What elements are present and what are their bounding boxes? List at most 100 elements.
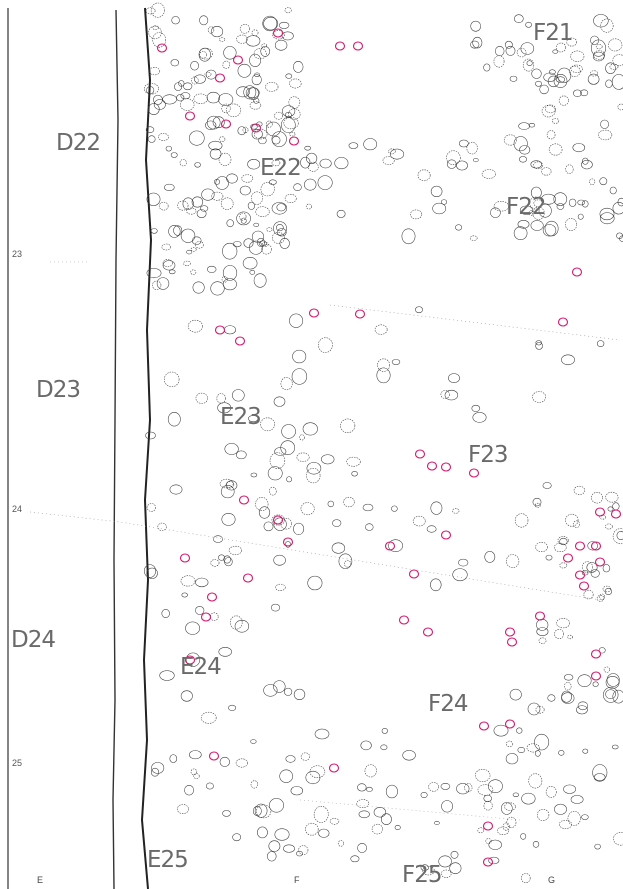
feature-outline [152, 32, 166, 48]
feature-outline [274, 447, 287, 456]
feature-outline [596, 340, 605, 347]
feature-outline [243, 85, 257, 100]
feature-outline [581, 200, 589, 208]
feature-outline [568, 65, 581, 77]
feature-outline [191, 236, 202, 245]
feature-outline [305, 203, 313, 210]
feature-outline [249, 269, 256, 275]
feature-outline [338, 840, 344, 847]
feature-outline [146, 268, 162, 279]
feature-outline [377, 358, 390, 372]
feature-outline [265, 82, 279, 92]
feature-outline [143, 83, 159, 95]
feature-outline [198, 47, 211, 62]
feature-outline [592, 51, 605, 62]
highlighted-feature [578, 581, 590, 591]
feature-outline [290, 786, 303, 796]
feature-outline [247, 87, 259, 100]
feature-outline [605, 676, 620, 689]
feature-outline [232, 833, 242, 842]
feature-outline [242, 257, 258, 270]
feature-outline [547, 694, 556, 702]
highlighted-feature [238, 495, 250, 505]
feature-outline [206, 782, 214, 790]
feature-outline [573, 485, 586, 495]
feature-outline [300, 752, 310, 761]
grid-label-d23: D23 [36, 377, 81, 403]
feature-outline [360, 740, 372, 751]
feature-outline [502, 822, 510, 831]
feature-outline [555, 76, 566, 83]
feature-outline [261, 43, 268, 49]
feature-outline [456, 783, 470, 795]
feature-outline [220, 485, 235, 499]
grid-label-e23: E23 [220, 404, 262, 430]
feature-outline [234, 619, 250, 633]
feature-outline [535, 340, 542, 346]
feature-outline [356, 799, 370, 808]
feature-outline [590, 35, 600, 45]
feature-outline [200, 205, 209, 212]
feature-outline [221, 276, 228, 283]
feature-outline [300, 502, 315, 516]
feature-outline [530, 186, 542, 199]
feature-outline [251, 129, 263, 140]
feature-outline [516, 47, 527, 58]
grid-label-f21: F21 [533, 20, 573, 46]
feature-outline [366, 786, 373, 792]
feature-outline [243, 238, 254, 248]
feature-outline [513, 136, 528, 152]
feature-outline [381, 813, 392, 825]
feature-outline [249, 101, 262, 110]
feature-outline [218, 554, 225, 561]
feature-outline [381, 728, 388, 734]
feature-outline [174, 82, 183, 91]
feature-outline [389, 148, 405, 160]
feature-outline [240, 217, 247, 224]
feature-outline [563, 674, 574, 681]
feature-outline [280, 518, 292, 530]
feature-outline [145, 7, 156, 15]
highlighted-feature [328, 763, 340, 773]
feature-outline [440, 390, 450, 399]
feature-outline [289, 78, 302, 89]
feature-outline [590, 569, 600, 578]
feature-outline [253, 97, 260, 104]
highlighted-feature [354, 309, 366, 319]
feature-outline [278, 21, 290, 29]
feature-outline [514, 513, 529, 528]
feature-outline [551, 118, 560, 124]
feature-outline [541, 104, 556, 118]
feature-outline [426, 525, 437, 533]
feature-outline [180, 690, 193, 702]
feature-outline [169, 754, 178, 763]
feature-outline [609, 63, 619, 70]
feature-outline [210, 26, 224, 38]
feature-outline [434, 821, 440, 825]
grid-label-d24: D24 [11, 627, 56, 653]
feature-outline [568, 198, 577, 207]
feature-outline [430, 185, 443, 197]
feature-outline [159, 670, 175, 681]
grid-trace [299, 799, 521, 821]
feature-outline [516, 727, 523, 734]
feature-outline [612, 528, 623, 545]
feature-outline [164, 371, 180, 388]
feature-outline [271, 131, 287, 147]
feature-outline [504, 40, 513, 49]
feature-outline [195, 241, 204, 249]
feature-outline [289, 131, 296, 137]
feature-outline [184, 785, 194, 796]
grid-label-f23: F23 [468, 442, 508, 468]
feature-outline [250, 780, 259, 789]
feature-outline [285, 111, 292, 119]
feature-outline [293, 183, 302, 191]
feature-outline [148, 103, 160, 115]
feature-outline [273, 221, 287, 236]
feature-outline [173, 225, 183, 236]
feature-outline [250, 472, 258, 478]
feature-outline [351, 471, 358, 477]
grid-trace [29, 511, 601, 601]
feature-outline [432, 202, 447, 215]
